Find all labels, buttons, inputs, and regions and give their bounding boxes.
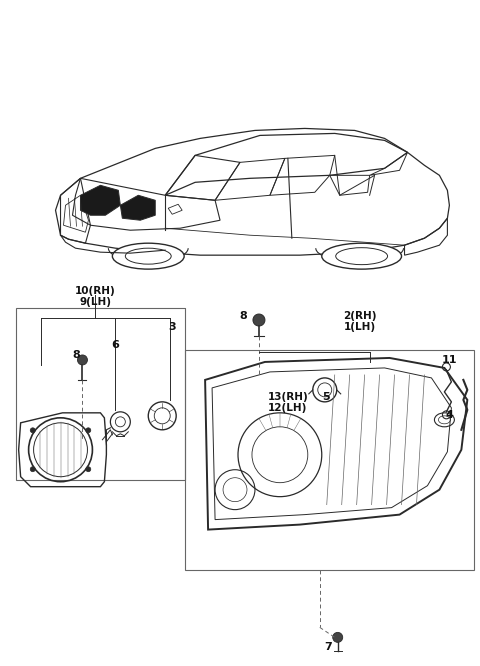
Text: 11: 11 (442, 355, 457, 365)
Circle shape (86, 428, 91, 433)
Text: 5: 5 (322, 392, 329, 402)
Text: 13(RH): 13(RH) (267, 392, 308, 402)
Bar (16, 308, 185, 480)
Text: 4: 4 (445, 410, 453, 420)
Text: 3: 3 (168, 322, 176, 332)
Circle shape (77, 355, 87, 365)
Text: 10(RH): 10(RH) (75, 286, 116, 296)
Circle shape (30, 428, 35, 433)
Text: 7: 7 (324, 642, 332, 652)
Text: 1(LH): 1(LH) (344, 322, 376, 332)
Circle shape (86, 467, 91, 472)
Polygon shape (120, 195, 155, 220)
Text: 2(RH): 2(RH) (343, 311, 376, 321)
Text: 8: 8 (72, 350, 80, 360)
Text: 6: 6 (111, 340, 120, 350)
Circle shape (333, 633, 343, 642)
Ellipse shape (322, 243, 402, 269)
Text: 8: 8 (239, 311, 247, 321)
Bar (185, 350, 474, 569)
Circle shape (253, 314, 265, 326)
Ellipse shape (112, 243, 184, 269)
Polygon shape (81, 185, 120, 215)
Text: 9(LH): 9(LH) (79, 297, 111, 307)
Text: 12(LH): 12(LH) (268, 403, 308, 413)
Circle shape (30, 467, 35, 472)
